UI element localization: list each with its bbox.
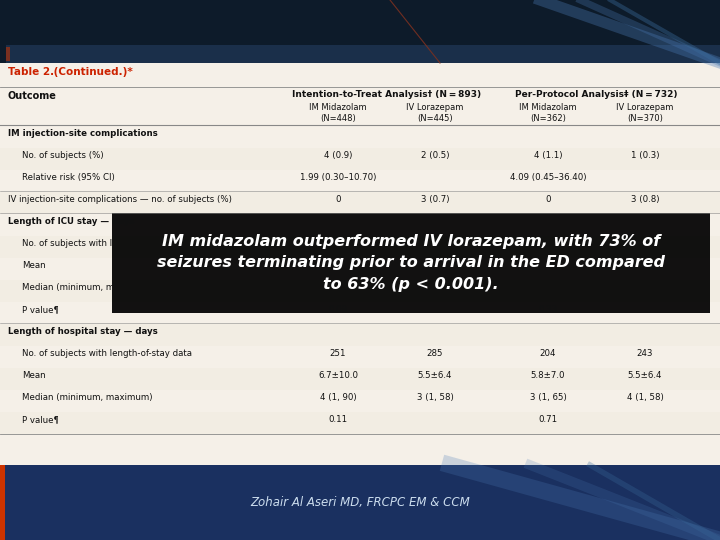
Bar: [0, 192, 720, 214]
Text: Table 2.: Table 2.: [8, 67, 54, 77]
Bar: [0, 45, 6, 63]
Text: IM Midazolam
(N=448): IM Midazolam (N=448): [309, 103, 366, 123]
Text: Median (minimum, maximum): Median (minimum, maximum): [22, 393, 153, 402]
Bar: [0, 63, 720, 465]
Text: Per-Protocol Analysis‡ (N = 732): Per-Protocol Analysis‡ (N = 732): [516, 90, 678, 99]
Text: 3 (1, 65): 3 (1, 65): [530, 393, 567, 402]
Text: 1 (0.3): 1 (0.3): [631, 151, 660, 160]
Bar: [0, 324, 720, 346]
Text: 0.09: 0.09: [328, 305, 348, 314]
Text: IM midazolam outperformed IV lorazepam, with 73% of
seizures terminating prior t: IM midazolam outperformed IV lorazepam, …: [157, 234, 665, 292]
Text: Relative risk (95% CI): Relative risk (95% CI): [22, 173, 114, 182]
Text: 6.7±10.0: 6.7±10.0: [318, 371, 358, 380]
Text: Length of ICU stay — days: Length of ICU stay — days: [8, 217, 135, 226]
Text: 4 (1, 90): 4 (1, 90): [320, 393, 356, 402]
Text: Length of hospital stay — days: Length of hospital stay — days: [8, 327, 158, 336]
Text: 0: 0: [336, 195, 341, 204]
Text: 3 (1, 58): 3 (1, 58): [417, 393, 454, 402]
Text: 0: 0: [545, 195, 551, 204]
Text: IV Lorazepam
(N=370): IV Lorazepam (N=370): [616, 103, 674, 123]
Text: 4 (0.9): 4 (0.9): [324, 151, 352, 160]
Text: 251: 251: [330, 349, 346, 358]
Text: IM Midazolam
(N=362): IM Midazolam (N=362): [519, 103, 577, 123]
Bar: [0, 148, 720, 170]
Text: 3 (0.7): 3 (0.7): [420, 195, 449, 204]
Bar: [6, 47, 10, 61]
Text: IV injection-site complications — no. of subjects (%): IV injection-site complications — no. of…: [8, 195, 232, 204]
Text: 5.8±7.0: 5.8±7.0: [531, 371, 565, 380]
Text: P value¶: P value¶: [22, 415, 59, 424]
Text: 4 (1, 58): 4 (1, 58): [626, 393, 663, 402]
Text: No. of subjects (%): No. of subjects (%): [22, 151, 104, 160]
Bar: [0, 368, 720, 390]
Text: Median (minimum, maximum): Median (minimum, maximum): [22, 283, 153, 292]
Bar: [0, 236, 720, 258]
Text: 204: 204: [540, 349, 557, 358]
Text: 1.99 (0.30–10.70): 1.99 (0.30–10.70): [300, 173, 376, 182]
Text: Intention-to-Treat Analysis† (N = 893): Intention-to-Treat Analysis† (N = 893): [292, 90, 481, 99]
Text: No. of subjects with length-of-stay data: No. of subjects with length-of-stay data: [22, 239, 192, 248]
Text: Zohair Al Aseri MD, FRCPC EM & CCM: Zohair Al Aseri MD, FRCPC EM & CCM: [250, 496, 470, 509]
Text: 243: 243: [636, 349, 653, 358]
Bar: [0, 280, 720, 302]
Text: Outcome: Outcome: [8, 91, 57, 101]
Text: Mean: Mean: [22, 261, 45, 270]
Bar: [0, 465, 5, 540]
Text: P value¶: P value¶: [22, 305, 59, 314]
Bar: [0, 412, 720, 434]
Text: (Continued.)*: (Continued.)*: [50, 67, 132, 77]
Text: 4 (1.1): 4 (1.1): [534, 151, 562, 160]
Text: IV Lorazepam
(N=445): IV Lorazepam (N=445): [406, 103, 464, 123]
Text: 0.11: 0.11: [328, 415, 348, 424]
Text: 0.33: 0.33: [539, 305, 557, 314]
Bar: [0, 465, 720, 540]
Bar: [112, 213, 710, 313]
Bar: [0, 0, 720, 45]
Text: 5.5±6.4: 5.5±6.4: [418, 371, 452, 380]
Text: IM injection-site complications: IM injection-site complications: [8, 129, 158, 138]
Bar: [0, 45, 720, 63]
Text: 0.71: 0.71: [539, 415, 557, 424]
Text: 2 (0.5): 2 (0.5): [420, 151, 449, 160]
Text: No. of subjects with length-of-stay data: No. of subjects with length-of-stay data: [22, 349, 192, 358]
Text: Mean: Mean: [22, 371, 45, 380]
Text: 285: 285: [427, 349, 444, 358]
Text: 3 (0.8): 3 (0.8): [631, 195, 660, 204]
Text: 5.5±6.4: 5.5±6.4: [628, 371, 662, 380]
Text: 4.09 (0.45–36.40): 4.09 (0.45–36.40): [510, 173, 586, 182]
